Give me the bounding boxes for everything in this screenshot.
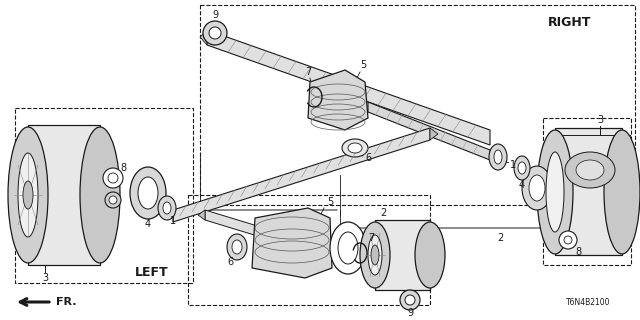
Text: T6N4B2100: T6N4B2100 [566,298,610,307]
Polygon shape [173,128,430,222]
Ellipse shape [371,245,379,265]
Text: LEFT: LEFT [135,266,169,278]
Ellipse shape [348,143,362,153]
Ellipse shape [537,130,573,254]
Text: 9: 9 [407,308,413,318]
Text: 3: 3 [597,115,603,125]
Ellipse shape [565,152,615,188]
Ellipse shape [546,152,564,232]
Ellipse shape [138,177,158,209]
Ellipse shape [209,27,221,39]
Bar [543,118,631,265]
Ellipse shape [330,222,366,274]
Ellipse shape [23,181,33,209]
Ellipse shape [109,196,117,204]
Ellipse shape [415,222,445,288]
Ellipse shape [8,127,48,263]
Text: 2: 2 [380,208,387,218]
Ellipse shape [400,290,420,310]
Ellipse shape [338,232,358,264]
Text: 5: 5 [360,60,366,70]
Text: 7: 7 [368,233,374,243]
Text: 8: 8 [575,247,581,257]
Ellipse shape [405,295,415,305]
Ellipse shape [559,231,577,249]
Ellipse shape [576,160,604,180]
Ellipse shape [368,235,382,275]
Ellipse shape [604,130,640,254]
Polygon shape [205,210,310,252]
Ellipse shape [529,175,545,201]
Bar [188,195,430,305]
Ellipse shape [105,192,121,208]
Polygon shape [200,30,207,45]
Ellipse shape [163,202,171,214]
Polygon shape [207,30,490,145]
Ellipse shape [514,156,530,180]
Text: RIGHT: RIGHT [548,15,592,28]
Text: 1: 1 [170,216,176,226]
Ellipse shape [18,153,38,237]
Ellipse shape [494,150,502,164]
Text: 5: 5 [327,197,333,207]
Ellipse shape [522,166,552,210]
Text: 3: 3 [42,273,48,283]
Ellipse shape [108,173,118,183]
Text: 7: 7 [305,67,311,77]
Bar [200,5,635,205]
Ellipse shape [227,234,247,260]
Polygon shape [430,128,438,140]
Polygon shape [375,220,430,290]
Ellipse shape [130,167,166,219]
Polygon shape [368,102,490,160]
Text: 4: 4 [519,180,525,190]
Polygon shape [308,70,368,130]
Polygon shape [555,128,622,255]
Ellipse shape [103,168,123,188]
Text: 2: 2 [497,233,503,243]
Ellipse shape [342,139,368,157]
Ellipse shape [489,144,507,170]
Text: 6: 6 [227,257,233,267]
Text: 8: 8 [120,163,126,173]
Polygon shape [198,210,205,220]
Text: 6: 6 [365,153,371,163]
Ellipse shape [518,162,526,174]
Ellipse shape [232,240,242,254]
Polygon shape [252,208,332,278]
Ellipse shape [80,127,120,263]
Text: 4: 4 [145,219,151,229]
Bar [15,108,193,283]
Ellipse shape [158,196,176,220]
Polygon shape [28,125,100,265]
Ellipse shape [360,222,390,288]
Ellipse shape [564,236,572,244]
Ellipse shape [203,21,227,45]
Text: FR.: FR. [56,297,77,307]
Text: 9: 9 [212,10,218,20]
Text: 1: 1 [510,160,516,170]
